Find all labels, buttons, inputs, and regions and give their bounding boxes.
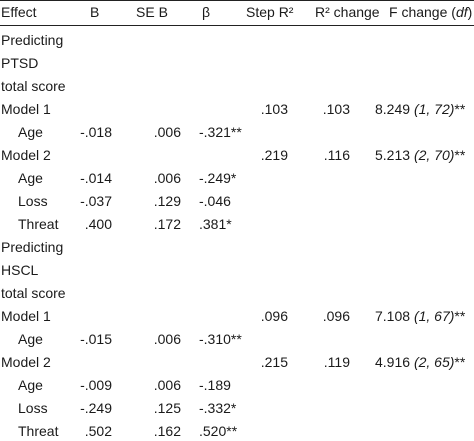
section-label: Predicting <box>1 239 64 255</box>
b-value: .400 <box>84 216 112 232</box>
model-name: Model 1 <box>1 101 51 117</box>
step-r2: .103 <box>260 101 288 117</box>
f-change: 7.108 (1, 67)** <box>375 307 465 325</box>
predictor-name: Age <box>18 124 43 140</box>
beta-value: -.249* <box>199 170 237 186</box>
f-value: 8.249 <box>375 101 411 117</box>
header-effect: Effect <box>1 4 37 20</box>
header-rule <box>0 25 474 26</box>
se-b-value: .172 <box>153 216 181 232</box>
f-df: (2, 65) <box>413 354 455 370</box>
f-df: (1, 67) <box>413 308 455 324</box>
f-df: (2, 70) <box>413 147 455 163</box>
f-change: 8.249 (1, 72)** <box>375 100 465 118</box>
step-r2: .215 <box>260 354 288 370</box>
f-sig: ** <box>454 354 466 370</box>
b-value: -.249 <box>80 400 112 416</box>
top-rule <box>0 0 474 1</box>
beta-value: .520** <box>199 423 238 439</box>
f-change: 5.213 (2, 70)** <box>375 146 465 164</box>
beta-value: -.310** <box>199 331 242 347</box>
model-name: Model 1 <box>1 308 51 324</box>
header-beta: β <box>202 4 211 20</box>
se-b-value: .125 <box>153 400 181 416</box>
section-label: total score <box>1 285 66 301</box>
header-se-b: SE B <box>136 4 168 20</box>
header-f-text: F change ( <box>389 4 456 20</box>
f-sig: ** <box>454 147 466 163</box>
beta-value: -.332* <box>199 400 237 416</box>
se-b-value: .162 <box>153 423 181 439</box>
section-label: total score <box>1 78 66 94</box>
header-r2-change: R² change <box>315 4 380 20</box>
se-b-value: .006 <box>153 377 181 393</box>
section-label: PTSD <box>1 55 39 71</box>
f-value: 5.213 <box>375 147 411 163</box>
se-b-value: .006 <box>153 124 181 140</box>
f-change: 4.916 (2, 65)** <box>375 353 465 371</box>
beta-value: .381* <box>199 216 232 232</box>
f-value: 4.916 <box>375 354 411 370</box>
f-df: (1, 72) <box>413 101 455 117</box>
header-b: B <box>90 4 100 20</box>
b-value: .502 <box>84 423 112 439</box>
predictor-name: Loss <box>18 193 48 209</box>
predictor-name: Age <box>18 170 43 186</box>
f-sig: ** <box>454 308 466 324</box>
step-r2: .219 <box>260 147 288 163</box>
header-f-change: F change (df) <box>389 3 472 21</box>
model-name: Model 2 <box>1 147 51 163</box>
predictor-name: Age <box>18 331 43 347</box>
header-step-r2: Step R² <box>246 4 294 20</box>
section-label: Predicting <box>1 32 64 48</box>
r2-change: .103 <box>322 101 350 117</box>
r2-change: .096 <box>322 308 350 324</box>
header-df: df <box>455 4 468 20</box>
r2-change: .116 <box>323 147 350 163</box>
beta-value: -.321** <box>199 124 242 140</box>
predictor-name: Threat <box>18 216 59 232</box>
r2-change: .119 <box>323 354 350 370</box>
se-b-value: .129 <box>153 193 181 209</box>
b-value: -.015 <box>80 331 112 347</box>
beta-value: -.046 <box>199 193 231 209</box>
b-value: -.037 <box>80 193 112 209</box>
se-b-value: .006 <box>153 331 181 347</box>
step-r2: .096 <box>260 308 288 324</box>
f-sig: ** <box>454 101 466 117</box>
model-name: Model 2 <box>1 354 51 370</box>
b-value: -.014 <box>80 170 112 186</box>
predictor-name: Threat <box>18 423 59 439</box>
se-b-value: .006 <box>153 170 181 186</box>
predictor-name: Loss <box>18 400 48 416</box>
header-f-close: ) <box>467 4 473 20</box>
b-value: -.018 <box>80 124 112 140</box>
predictor-name: Age <box>18 377 43 393</box>
section-label: HSCL <box>1 262 39 278</box>
b-value: -.009 <box>80 377 112 393</box>
f-value: 7.108 <box>375 308 411 324</box>
beta-value: -.189 <box>199 377 231 393</box>
